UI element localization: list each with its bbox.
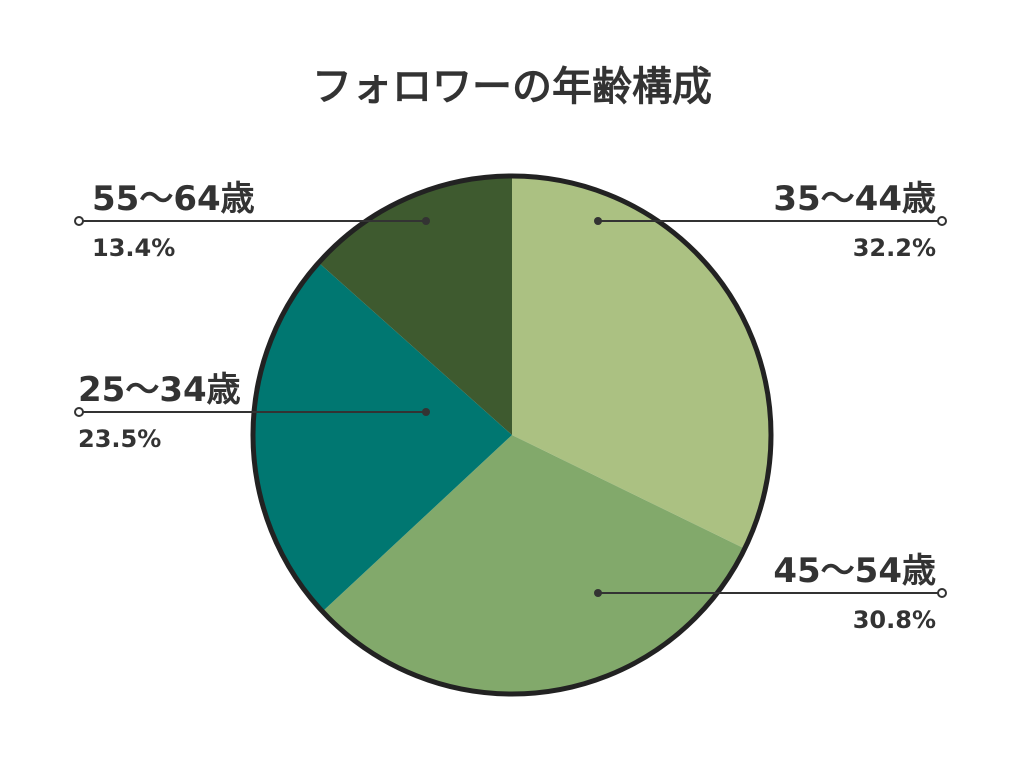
- slice-label-group-3: 55〜64歳 13.4%: [74, 179, 430, 262]
- leader-dot-inner-2: [422, 408, 430, 416]
- leader-dot-outer-1: [937, 588, 947, 598]
- leader-dot-inner-1: [594, 589, 602, 597]
- slice-value-3: 13.4%: [92, 234, 175, 262]
- pie-slice-2: [252, 262, 512, 612]
- leader-dot-outer-3: [74, 216, 84, 226]
- leader-dot-outer-0: [937, 216, 947, 226]
- leader-dot-inner-0: [594, 217, 602, 225]
- pie-slice-1: [322, 435, 745, 694]
- pie-slice-0: [512, 176, 771, 549]
- slice-label-0: 35〜44歳: [773, 179, 936, 219]
- slice-value-0: 32.2%: [853, 234, 936, 262]
- leader-dot-inner-3: [422, 217, 430, 225]
- leader-dot-outer-2: [74, 407, 84, 417]
- slice-label-1: 45〜54歳: [773, 551, 936, 591]
- slice-label-3: 55〜64歳: [92, 179, 255, 219]
- slice-label-group-0: 35〜44歳 32.2%: [594, 179, 947, 262]
- pie-outline: [250, 173, 774, 697]
- chart-title: フォロワーの年齢構成: [312, 64, 712, 110]
- slice-value-1: 30.8%: [853, 606, 936, 634]
- slice-value-2: 23.5%: [78, 425, 161, 453]
- pie-slice-3: [318, 176, 512, 435]
- pie-slices: [252, 176, 771, 694]
- slice-label-group-1: 45〜54歳 30.8%: [594, 551, 947, 634]
- slice-label-2: 25〜34歳: [78, 370, 241, 410]
- slice-label-group-2: 25〜34歳 23.5%: [74, 370, 430, 453]
